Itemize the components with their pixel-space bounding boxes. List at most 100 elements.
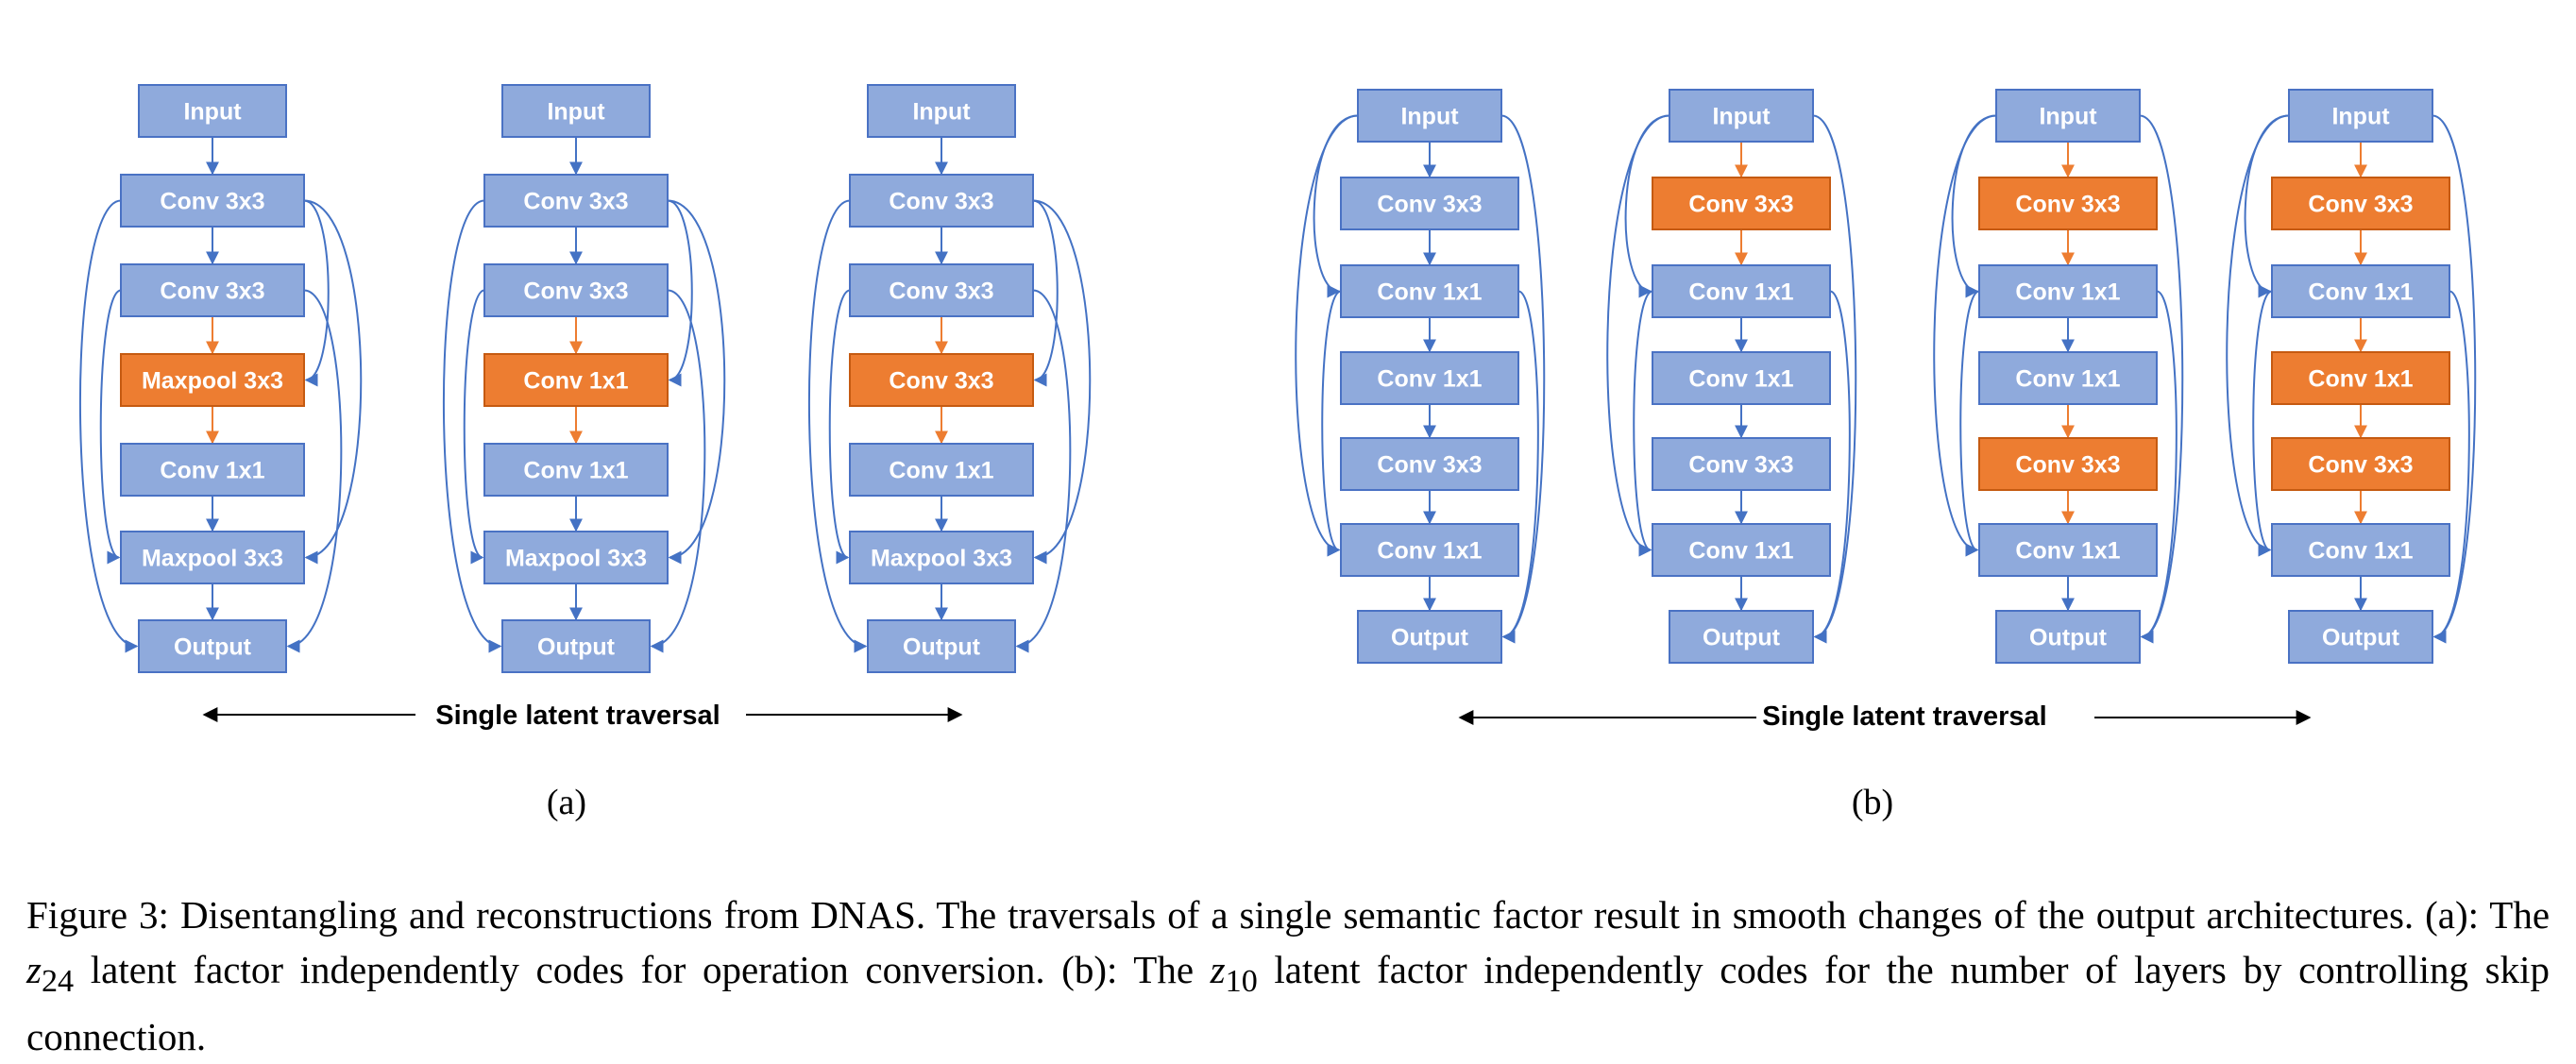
- node-label: Conv 3x3: [889, 368, 993, 395]
- panel-b-arch-4-node-7: Output: [2288, 610, 2433, 664]
- node-box: [867, 619, 1016, 673]
- node-box: [849, 174, 1034, 228]
- node-box: [1995, 610, 2141, 664]
- panel-b-arch-2-node-1: Input: [1669, 89, 1814, 143]
- figure-caption: Figure 3: Disentangling and reconstructi…: [26, 887, 2550, 1064]
- panel-b-arch-3-node-4: Conv 1x1: [1978, 351, 2158, 405]
- panel-b: Input Conv 3x3 Conv 1x1 Conv 1x1 Conv 3x3 Con…: [1295, 89, 2477, 822]
- node-label: Conv 3x3: [160, 189, 264, 215]
- panel-a-arch-1-node-6: Maxpool 3x3: [120, 531, 305, 584]
- node-label: Input: [547, 99, 605, 126]
- node-box: [1652, 437, 1831, 491]
- caption-latent-b-sub: 10: [1225, 964, 1258, 1000]
- node-box: [1340, 351, 1519, 405]
- node-box: [138, 619, 287, 673]
- panel-b-arch-2-skip-3: [1633, 290, 1653, 557]
- panel-b-arch-3-node-7: Output: [1995, 610, 2141, 664]
- panel-a-arch-2-node-2: Conv 3x3: [483, 174, 669, 228]
- panel-b-arch-1-node-3: Conv 1x1: [1340, 264, 1519, 318]
- node-box: [1340, 523, 1519, 577]
- panel-a-arch-1-skip-4: [78, 199, 139, 653]
- node-box: [1978, 523, 2158, 577]
- node-label: Conv 1x1: [1377, 538, 1482, 565]
- node-label: Conv 3x3: [1377, 452, 1482, 479]
- node-box: [2288, 610, 2433, 664]
- panel-a-arch-3-node-1: Input: [867, 84, 1016, 138]
- figure-diagram: Input Conv 3x3 Conv 3x3 Maxpool 3x3 Conv 1x1…: [78, 84, 2477, 822]
- panel-a-arch-2-skip-5: [463, 289, 485, 565]
- panel-a-arch-3-skip-3: [1032, 199, 1092, 565]
- panel-b-arch-4-node-2: Conv 3x3: [2271, 177, 2450, 230]
- node-label: Maxpool 3x3: [505, 546, 647, 572]
- panel-b-arch-4-node-3: Conv 1x1: [2271, 264, 2450, 318]
- node-label: Conv 3x3: [523, 279, 628, 305]
- panel-a-arch-1-node-2: Conv 3x3: [120, 174, 305, 228]
- node-label: Input: [2039, 104, 2097, 130]
- node-label: Conv 1x1: [523, 368, 628, 395]
- node-label: Output: [1391, 625, 1469, 651]
- node-box: [483, 263, 669, 317]
- node-box: [2271, 351, 2450, 405]
- panel-a-arch-1-node-4: Maxpool 3x3: [120, 353, 305, 407]
- caption-figure-label: Figure 3:: [26, 893, 169, 937]
- panel-b-arch-3-node-6: Conv 1x1: [1978, 523, 2158, 577]
- node-label: Conv 3x3: [2308, 452, 2413, 479]
- panel-b-arch-2-node-6: Conv 1x1: [1652, 523, 1831, 577]
- panel-a-arch-3-node-5: Conv 1x1: [849, 443, 1034, 497]
- node-label: Conv 1x1: [1688, 538, 1793, 565]
- node-label: Conv 1x1: [2015, 366, 2120, 393]
- node-label: Conv 1x1: [160, 458, 264, 484]
- panel-a-arch-1-skip-2: [286, 289, 343, 653]
- panel-a-arch-3-node-7: Output: [867, 619, 1016, 673]
- node-label: Output: [2029, 625, 2108, 651]
- panel-b-arch-1-skip-2: [1295, 114, 1359, 557]
- node-box: [1652, 351, 1831, 405]
- node-box: [1357, 610, 1502, 664]
- panel-b-architecture-2: Input Conv 3x3 Conv 1x1 Conv 1x1 Conv 3x3 Con…: [1606, 89, 1857, 664]
- node-box: [120, 174, 305, 228]
- panel-a-architecture-3: Input Conv 3x3 Conv 3x3 Conv 3x3 Conv 1x1 Max…: [807, 84, 1092, 673]
- panel-a-arch-1-skip-3: [303, 199, 363, 565]
- panel-b-arch-1-skip-5: [1501, 290, 1539, 644]
- node-label: Conv 1x1: [523, 458, 628, 484]
- panel-b-arch-4-node-4: Conv 1x1: [2271, 351, 2450, 405]
- node-label: Conv 3x3: [160, 279, 264, 305]
- panel-b-arch-4-node-1: Input: [2288, 89, 2433, 143]
- panel-b-arch-1-node-4: Conv 1x1: [1340, 351, 1519, 405]
- panel-b-architecture-3: Input Conv 3x3 Conv 1x1 Conv 1x1 Conv 3x3 Con…: [1933, 89, 2184, 664]
- node-box: [1978, 177, 2158, 230]
- panel-a-arch-2-node-6: Maxpool 3x3: [483, 531, 669, 584]
- panel-a-arch-1-skip-5: [99, 289, 122, 565]
- node-label: Conv 3x3: [2308, 192, 2413, 218]
- node-label: Input: [912, 99, 971, 126]
- node-box: [120, 263, 305, 317]
- panel-a-architecture-1: Input Conv 3x3 Conv 3x3 Maxpool 3x3 Conv 1x1…: [78, 84, 363, 673]
- node-label: Conv 3x3: [1688, 452, 1793, 479]
- node-label: Conv 3x3: [889, 279, 993, 305]
- panel-b-arch-3-node-2: Conv 3x3: [1978, 177, 2158, 230]
- node-box: [2271, 177, 2450, 230]
- panel-b-arch-3-skip-3: [1959, 290, 1980, 557]
- panel-a-arch-1-skip-1: [303, 199, 330, 387]
- panel-b-arch-2-skip-5: [1813, 290, 1851, 644]
- panel-b-arch-2-node-2: Conv 3x3: [1652, 177, 1831, 230]
- traversal-b: Single latent traversal: [1458, 701, 2312, 732]
- panel-b-arch-3-node-1: Input: [1995, 89, 2141, 143]
- caption-text-1: Disentangling and reconstructions from D…: [179, 893, 2551, 937]
- node-box: [2288, 89, 2433, 143]
- node-label: Output: [174, 634, 252, 661]
- traversal-a-label: Single latent traversal: [435, 701, 720, 731]
- node-box: [1669, 89, 1814, 143]
- panel-a-arch-3-node-3: Conv 3x3: [849, 263, 1034, 317]
- panel-a-arch-3-node-2: Conv 3x3: [849, 174, 1034, 228]
- caption-latent-b: z: [1210, 948, 1226, 991]
- panel-b-arch-2-node-5: Conv 3x3: [1652, 437, 1831, 491]
- node-box: [849, 531, 1034, 584]
- panel-a-architecture-2: Input Conv 3x3 Conv 3x3 Conv 1x1 Conv 1x1 Max…: [442, 84, 726, 673]
- caption-latent-a-sub: 24: [41, 964, 75, 1000]
- panel-a-arch-3-skip-5: [828, 289, 851, 565]
- caption-latent-a: z: [26, 948, 42, 991]
- node-label: Output: [537, 634, 616, 661]
- node-label: Conv 1x1: [2308, 279, 2413, 306]
- panel-b-architecture-1: Input Conv 3x3 Conv 1x1 Conv 1x1 Conv 3x3 Con…: [1295, 89, 1546, 664]
